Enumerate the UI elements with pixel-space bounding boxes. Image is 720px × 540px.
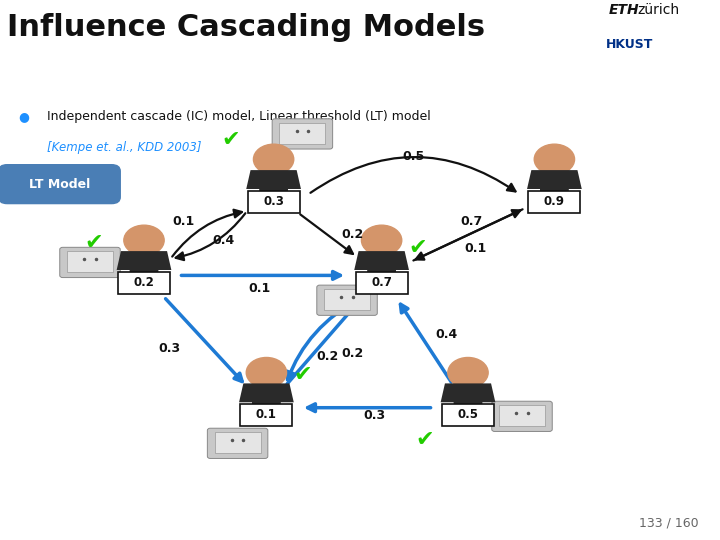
Text: ETH: ETH bbox=[608, 3, 639, 17]
Text: 0.5: 0.5 bbox=[403, 150, 425, 163]
FancyBboxPatch shape bbox=[118, 272, 170, 294]
FancyBboxPatch shape bbox=[215, 432, 261, 453]
Text: 0.1: 0.1 bbox=[248, 282, 270, 295]
FancyArrowPatch shape bbox=[172, 210, 242, 256]
FancyArrowPatch shape bbox=[287, 302, 359, 384]
Text: ✔: ✔ bbox=[408, 238, 427, 259]
Circle shape bbox=[534, 144, 575, 174]
Text: 0.2: 0.2 bbox=[342, 228, 364, 241]
Text: 0.1: 0.1 bbox=[464, 242, 486, 255]
Text: 0.3: 0.3 bbox=[364, 409, 385, 422]
Polygon shape bbox=[441, 383, 495, 410]
Text: ✔: ✔ bbox=[293, 365, 312, 386]
FancyBboxPatch shape bbox=[207, 428, 268, 458]
FancyBboxPatch shape bbox=[67, 251, 113, 272]
FancyArrowPatch shape bbox=[415, 210, 523, 260]
FancyBboxPatch shape bbox=[442, 404, 494, 426]
FancyBboxPatch shape bbox=[0, 165, 120, 204]
Text: ✔: ✔ bbox=[84, 233, 103, 253]
Circle shape bbox=[361, 225, 402, 255]
Text: ●: ● bbox=[18, 110, 29, 123]
FancyBboxPatch shape bbox=[499, 405, 545, 426]
Text: 0.7: 0.7 bbox=[461, 215, 482, 228]
FancyArrowPatch shape bbox=[166, 299, 242, 382]
Text: 0.3: 0.3 bbox=[264, 195, 284, 208]
FancyBboxPatch shape bbox=[324, 289, 370, 310]
Text: HKUST: HKUST bbox=[606, 38, 654, 51]
Text: Influence Cascading Models: Influence Cascading Models bbox=[7, 14, 485, 43]
Text: ✔: ✔ bbox=[415, 430, 434, 450]
Text: LT Model: LT Model bbox=[29, 178, 91, 191]
Text: 0.3: 0.3 bbox=[158, 342, 180, 355]
FancyBboxPatch shape bbox=[492, 401, 552, 431]
FancyArrowPatch shape bbox=[400, 304, 451, 382]
FancyBboxPatch shape bbox=[317, 285, 377, 315]
Circle shape bbox=[448, 357, 488, 388]
Text: 0.4: 0.4 bbox=[436, 328, 457, 341]
Polygon shape bbox=[527, 170, 582, 197]
FancyBboxPatch shape bbox=[60, 247, 120, 278]
FancyArrowPatch shape bbox=[176, 213, 246, 260]
FancyArrowPatch shape bbox=[307, 404, 431, 411]
FancyBboxPatch shape bbox=[240, 404, 292, 426]
Text: ✔: ✔ bbox=[221, 130, 240, 151]
FancyArrowPatch shape bbox=[287, 299, 360, 380]
Text: 0.7: 0.7 bbox=[372, 276, 392, 289]
FancyBboxPatch shape bbox=[248, 191, 300, 213]
FancyBboxPatch shape bbox=[356, 272, 408, 294]
Text: 0.1: 0.1 bbox=[256, 408, 276, 421]
FancyBboxPatch shape bbox=[272, 119, 333, 149]
Polygon shape bbox=[354, 251, 409, 278]
Text: 0.5: 0.5 bbox=[457, 408, 479, 421]
Text: 0.2: 0.2 bbox=[342, 347, 364, 360]
FancyArrowPatch shape bbox=[413, 210, 521, 260]
Text: 0.2: 0.2 bbox=[134, 276, 154, 289]
Text: 0.1: 0.1 bbox=[173, 215, 194, 228]
Text: zürich: zürich bbox=[637, 3, 680, 17]
Text: 0.9: 0.9 bbox=[544, 195, 565, 208]
FancyArrowPatch shape bbox=[181, 272, 341, 279]
Polygon shape bbox=[246, 170, 301, 197]
FancyBboxPatch shape bbox=[279, 123, 325, 144]
Text: 0.2: 0.2 bbox=[317, 350, 338, 363]
Text: Independent cascade (IC) model, Linear threshold (LT) model: Independent cascade (IC) model, Linear t… bbox=[47, 110, 431, 123]
FancyArrowPatch shape bbox=[310, 157, 516, 193]
Text: 0.4: 0.4 bbox=[212, 234, 234, 247]
FancyBboxPatch shape bbox=[528, 191, 580, 213]
Circle shape bbox=[124, 225, 164, 255]
Text: 133 / 160: 133 / 160 bbox=[639, 516, 698, 529]
Polygon shape bbox=[117, 251, 171, 278]
Polygon shape bbox=[239, 383, 294, 410]
Circle shape bbox=[246, 357, 287, 388]
Circle shape bbox=[253, 144, 294, 174]
Text: [Kempe et. al., KDD 2003]: [Kempe et. al., KDD 2003] bbox=[47, 141, 202, 154]
FancyArrowPatch shape bbox=[300, 214, 353, 254]
